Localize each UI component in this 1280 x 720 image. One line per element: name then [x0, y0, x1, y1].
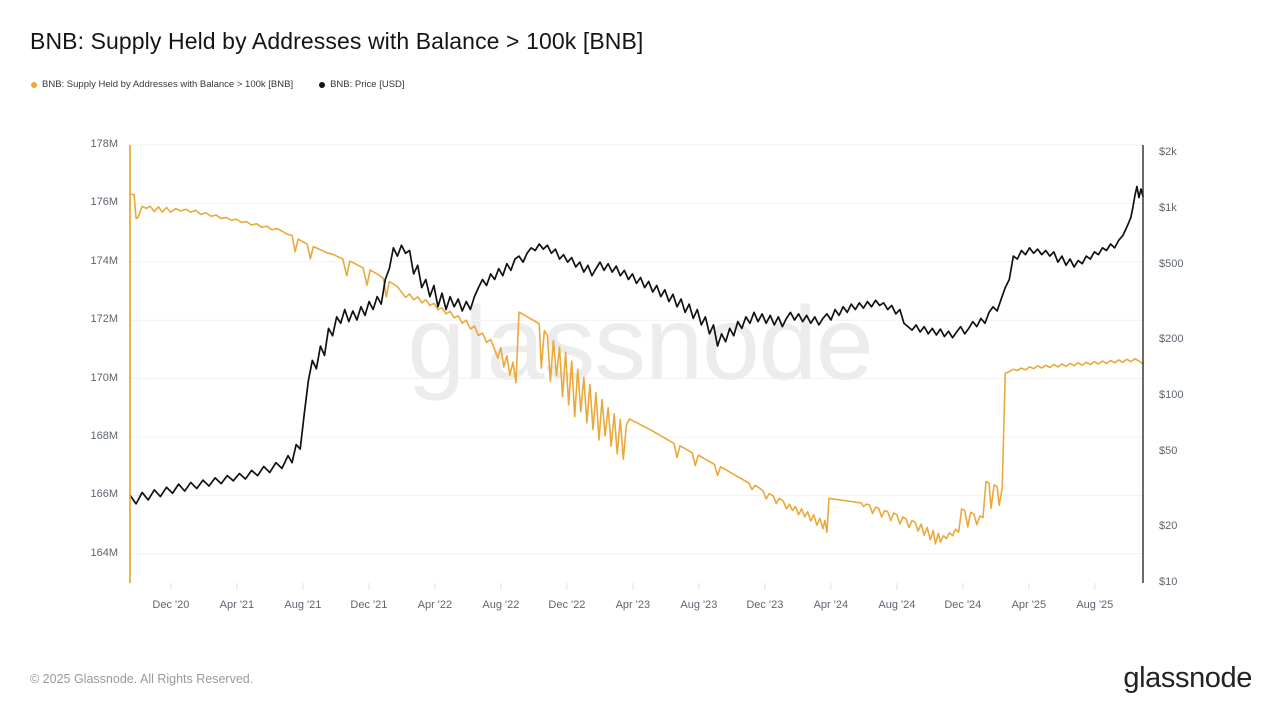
- x-tick-label: Aug '22: [482, 599, 520, 611]
- x-tick-label: Dec '24: [944, 599, 982, 611]
- legend-dot-price-icon: [319, 81, 326, 88]
- x-tick-label: Apr '24: [813, 599, 849, 611]
- y-axis-left-tick-label: 174M: [90, 254, 118, 267]
- x-tick-label: Aug '25: [1076, 599, 1114, 611]
- x-tick-label: Dec '23: [746, 599, 784, 611]
- x-tick-label: Dec '21: [350, 599, 388, 611]
- y-axis-left-tick-label: 164M: [90, 546, 118, 559]
- y-axis-left-tick-label: 172M: [90, 313, 118, 326]
- legend-item-price[interactable]: BNB: Price [USD]: [319, 79, 405, 90]
- x-tick-label: Apr '23: [615, 599, 651, 611]
- y-axis-right-tick-label: $50: [1159, 445, 1178, 458]
- x-tick-label: Aug '24: [878, 599, 916, 611]
- x-tick-label: Dec '22: [548, 599, 586, 611]
- legend-label-supply: BNB: Supply Held by Addresses with Balan…: [42, 79, 294, 90]
- y-axis-right-tick-label: $500: [1159, 258, 1184, 271]
- y-axis-right-tick-label: $20: [1159, 519, 1178, 532]
- x-tick-label: Dec '20: [152, 599, 190, 611]
- y-axis-right-tick-label: $100: [1159, 389, 1184, 401]
- y-axis-right-tick-label: $10: [1159, 576, 1178, 588]
- y-axis-left-tick-label: 178M: [90, 138, 118, 150]
- x-tick-label: Apr '21: [219, 599, 255, 611]
- chart-legend: BNB: Supply Held by Addresses with Balan…: [31, 79, 405, 90]
- x-tick-label: Aug '21: [284, 599, 322, 611]
- x-tick-label: Aug '23: [680, 599, 718, 611]
- y-axis-right-tick-label: $200: [1159, 332, 1184, 345]
- footer-copyright: © 2025 Glassnode. All Rights Reserved.: [30, 672, 254, 686]
- x-tick-label: Apr '22: [417, 599, 453, 611]
- series-line-price: [129, 185, 1144, 505]
- y-axis-left-tick-label: 170M: [90, 371, 118, 384]
- legend-label-price: BNB: Price [USD]: [330, 79, 405, 90]
- y-axis-left-tick-label: 168M: [90, 430, 118, 442]
- page-title: BNB: Supply Held by Addresses with Balan…: [30, 28, 644, 54]
- x-tick-label: Apr '25: [1011, 599, 1047, 611]
- legend-dot-supply-icon: [31, 81, 37, 88]
- y-axis-right-tick-label: $2k: [1159, 145, 1177, 158]
- legend-item-supply[interactable]: BNB: Supply Held by Addresses with Balan…: [31, 79, 293, 90]
- series-line-supply: [129, 193, 1144, 545]
- y-axis-left-tick-label: 166M: [90, 488, 118, 501]
- y-axis-right-tick-label: $1k: [1159, 202, 1177, 215]
- gridlines: [130, 144, 1143, 555]
- y-axis-left-tick-label: 176M: [90, 196, 118, 209]
- footer-logo: glassnode: [1123, 662, 1252, 694]
- x-tick-marks: [170, 583, 1096, 590]
